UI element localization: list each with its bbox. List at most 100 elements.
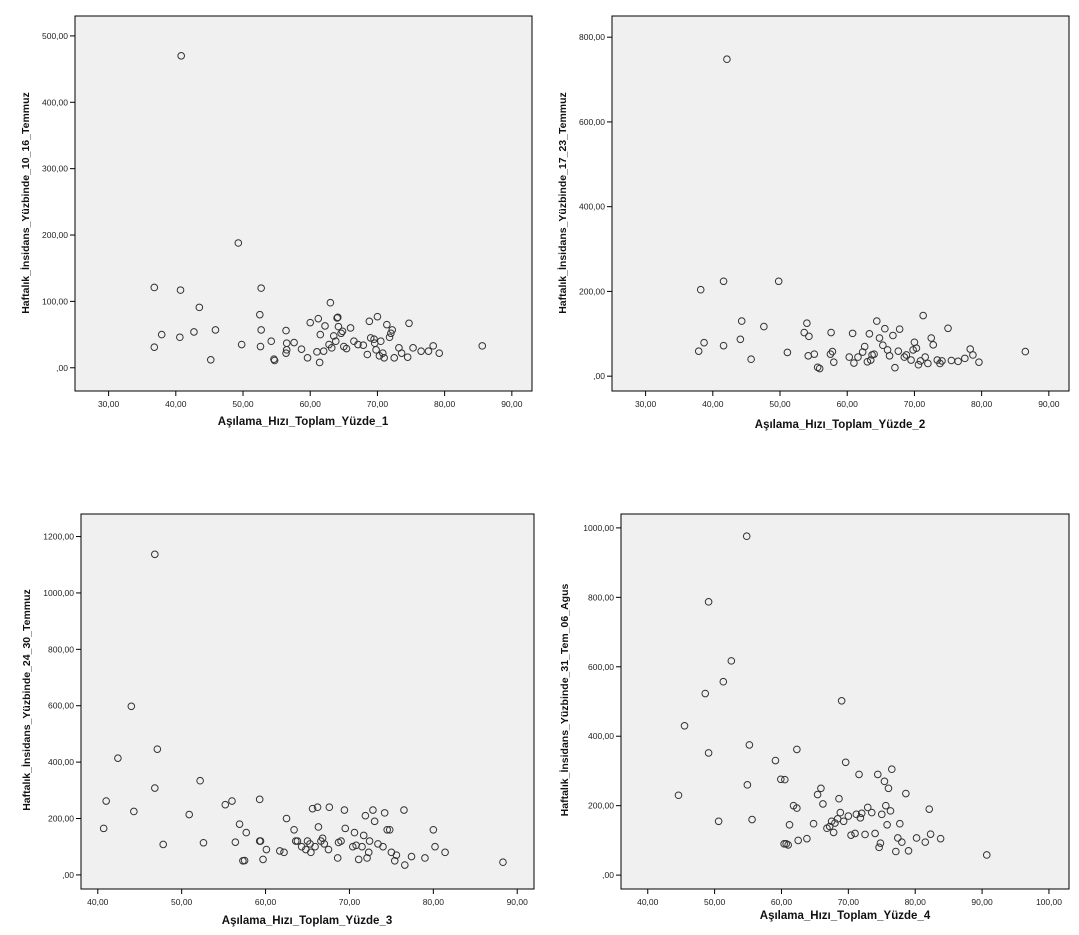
data-point <box>919 311 927 320</box>
scatter-panel-3: 40,00 50,00 60,00 70,00 80,00 90,00 ,00 200,00… <box>20 513 535 927</box>
data-point <box>907 356 915 364</box>
data-point <box>366 334 375 342</box>
x-tick-label: 90,00 <box>1038 399 1060 409</box>
data-point <box>114 754 122 762</box>
data-point <box>403 353 412 361</box>
data-point <box>267 337 276 346</box>
data-point <box>895 325 904 333</box>
data-point <box>206 356 215 364</box>
y-tick-label: 600,00 <box>48 701 74 711</box>
data-point <box>860 342 869 351</box>
data-point <box>409 344 417 352</box>
data-point <box>326 298 335 307</box>
data-point <box>844 812 853 820</box>
data-point <box>365 317 374 326</box>
data-point <box>742 532 751 541</box>
data-point <box>499 858 507 867</box>
data-point <box>819 800 827 808</box>
data-point <box>324 845 333 854</box>
data-point <box>363 350 372 359</box>
data-point <box>290 338 298 347</box>
x-tick-label: 60,00 <box>837 399 859 409</box>
y-ticks-1: ,00 100,00 200,00 300,00 400,00 500,00 <box>42 31 75 373</box>
y-axis-title-1: Haftalık_İnsidans_Yüzbinde_10_16_Temmuz <box>19 92 32 314</box>
data-point <box>876 839 885 847</box>
data-point <box>316 330 325 339</box>
data-point <box>817 784 825 793</box>
x-tick-label: 80,00 <box>434 399 456 409</box>
data-point <box>871 829 879 838</box>
data-point <box>829 358 838 366</box>
data-point <box>313 803 322 812</box>
data-point <box>354 855 363 864</box>
data-point <box>924 359 932 368</box>
plot-area-2 <box>611 15 1070 392</box>
x-tick-label: 40,00 <box>702 399 724 409</box>
data-point <box>257 326 265 334</box>
data-point <box>221 800 230 809</box>
x-axis-title-4: Aşılama_Hızı_Toplam_Yüzde_4 <box>760 910 931 922</box>
data-point <box>898 838 906 846</box>
data-point <box>365 837 374 845</box>
data-point <box>784 841 792 849</box>
data-point <box>929 341 938 349</box>
data-point <box>176 333 184 342</box>
data-point <box>912 834 921 842</box>
data-point <box>354 340 362 349</box>
data-point <box>376 337 385 346</box>
data-point <box>954 357 962 366</box>
data-point <box>380 809 389 817</box>
x-tick-label: 80,00 <box>423 897 445 907</box>
x-tick-label: 50,00 <box>769 399 791 409</box>
data-point <box>875 334 884 342</box>
data-point <box>259 855 267 864</box>
x-axis-title-3: Aşılama_Hızı_Toplam_Yüzde_3 <box>222 915 392 927</box>
data-point <box>320 840 329 848</box>
data-point <box>674 791 683 800</box>
y-axis-title-4: Haftalık_İnsidans_Yüzbinde_31_Tem_06_Agu… <box>558 584 571 817</box>
data-point <box>827 328 835 337</box>
data-point <box>921 838 930 846</box>
data-point <box>836 808 845 817</box>
data-point <box>861 830 869 839</box>
data-point <box>975 358 983 366</box>
data-point <box>234 239 243 247</box>
data-point <box>237 340 246 349</box>
data-point <box>340 806 349 814</box>
data-point <box>358 842 366 851</box>
y-tick-label: 600,00 <box>588 662 614 672</box>
data-point <box>810 350 819 358</box>
data-point <box>380 354 388 362</box>
y-axis-title-2: Haftalık_İnsidans_Yüzbinde_17_23_Temmuz <box>556 92 569 314</box>
data-point <box>803 319 811 328</box>
data-point <box>363 854 371 862</box>
data-point <box>379 842 387 851</box>
data-point <box>793 745 801 754</box>
data-point <box>889 331 897 340</box>
plot-area-1 <box>74 15 533 392</box>
data-point <box>745 741 754 749</box>
data-point <box>256 342 265 351</box>
data-point <box>231 838 240 846</box>
data-point <box>877 810 886 819</box>
data-point <box>875 843 883 852</box>
data-point <box>1021 347 1030 356</box>
x-tick-label: 70,00 <box>339 897 361 907</box>
data-point <box>176 286 185 294</box>
data-point <box>334 322 343 331</box>
data-point <box>888 765 896 774</box>
data-point <box>892 847 900 856</box>
x-tick-label: 60,00 <box>771 897 793 907</box>
data-point <box>262 845 271 854</box>
data-point <box>127 702 136 711</box>
x-tick-label: 60,00 <box>300 399 322 409</box>
data-point <box>885 352 894 360</box>
data-point <box>912 344 921 353</box>
data-point <box>306 318 315 327</box>
data-point <box>886 807 895 815</box>
data-point <box>130 807 138 816</box>
data-point <box>736 335 745 344</box>
x-tick-label: 80,00 <box>971 399 993 409</box>
y-tick-label: 1200,00 <box>43 532 74 542</box>
